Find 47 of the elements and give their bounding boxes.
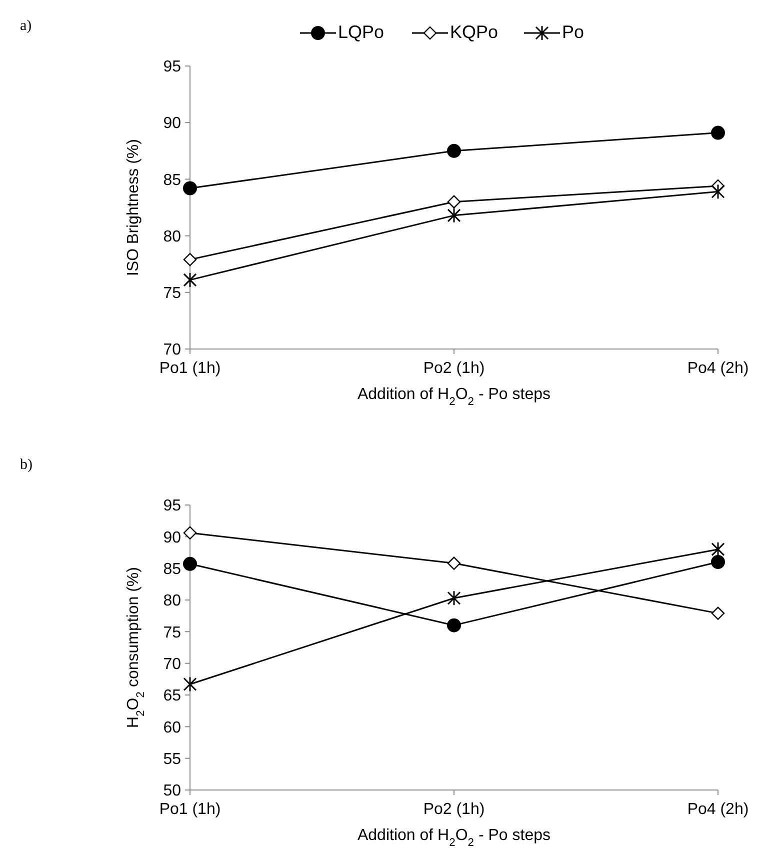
y-tick-label: 75 [163, 285, 182, 302]
y-tick-label: 90 [163, 115, 182, 132]
x-tick-label: Po4 (2h) [687, 801, 749, 818]
y-tick-label: 60 [163, 719, 182, 736]
x-axis-title: Addition of H$_{2}$O$_{2}$ - Po steps [357, 386, 551, 408]
point [183, 556, 197, 571]
point [447, 208, 461, 224]
point [183, 252, 197, 266]
point [183, 181, 197, 196]
point [183, 676, 197, 692]
x-tick-label: Po1 (1h) [159, 360, 221, 377]
point [447, 195, 461, 208]
y-tick-label: 95 [163, 58, 182, 76]
point [447, 618, 461, 632]
point [447, 556, 461, 570]
y-tick-label: 95 [163, 498, 182, 515]
x-tick-label: Po4 (2h) [687, 360, 749, 377]
point [711, 555, 725, 569]
x-tick-label: Po1 (1h) [159, 801, 221, 818]
y-tick-label: 80 [163, 228, 182, 246]
point [711, 184, 725, 200]
y-tick-label: 80 [163, 592, 182, 610]
y-axis-title: ISO Brightness (%) [125, 139, 142, 276]
legend-label: LQPo [338, 22, 384, 42]
point [183, 526, 197, 540]
point [447, 144, 461, 158]
y-tick-label: 55 [163, 750, 182, 768]
y-tick-label: 70 [163, 342, 182, 359]
y-tick-label: 70 [163, 656, 182, 673]
legend-label: KQPo [450, 22, 498, 42]
y-tick-label: 90 [163, 529, 182, 546]
x-axis-title: Addition of H$_{2}$O$_{2}$ - Po steps [357, 827, 551, 849]
y-tick-label: 65 [163, 688, 182, 705]
y-tick-label: 50 [163, 782, 182, 800]
y-tick-label: 85 [163, 560, 182, 578]
point [711, 126, 725, 140]
legend-label: Po [562, 22, 584, 42]
y-tick-label: 85 [163, 172, 182, 189]
point [183, 272, 197, 288]
point [711, 542, 725, 558]
point [711, 606, 725, 620]
x-tick-label: Po2 (1h) [423, 360, 485, 377]
point [447, 590, 461, 606]
text: b) [20, 457, 32, 473]
x-tick-label: Po2 (1h) [423, 801, 485, 818]
text: a) [20, 18, 32, 34]
y-tick-label: 75 [163, 624, 182, 642]
